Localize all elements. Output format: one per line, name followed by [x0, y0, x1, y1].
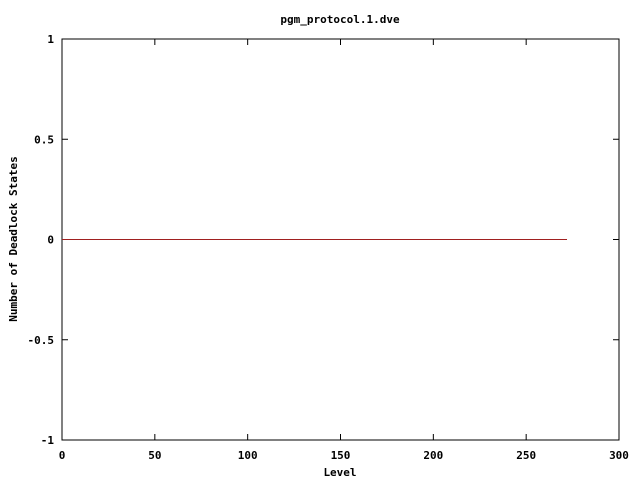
x-tick-label: 200 [423, 449, 443, 462]
y-tick-label: 0 [47, 234, 54, 247]
x-tick-label: 250 [516, 449, 536, 462]
y-tick-label: 0.5 [34, 133, 54, 146]
x-tick-label: 300 [609, 449, 629, 462]
x-tick-label: 0 [59, 449, 66, 462]
x-tick-label: 50 [148, 449, 161, 462]
x-axis-label: Level [323, 466, 356, 479]
x-tick-label: 150 [331, 449, 351, 462]
y-tick-label: -0.5 [28, 334, 55, 347]
chart-title: pgm_protocol.1.dve [280, 13, 400, 26]
y-tick-label: -1 [41, 434, 55, 447]
x-tick-label: 100 [238, 449, 258, 462]
y-tick-label: 1 [47, 33, 54, 46]
y-axis-label: Number of Deadlock States [7, 156, 20, 322]
